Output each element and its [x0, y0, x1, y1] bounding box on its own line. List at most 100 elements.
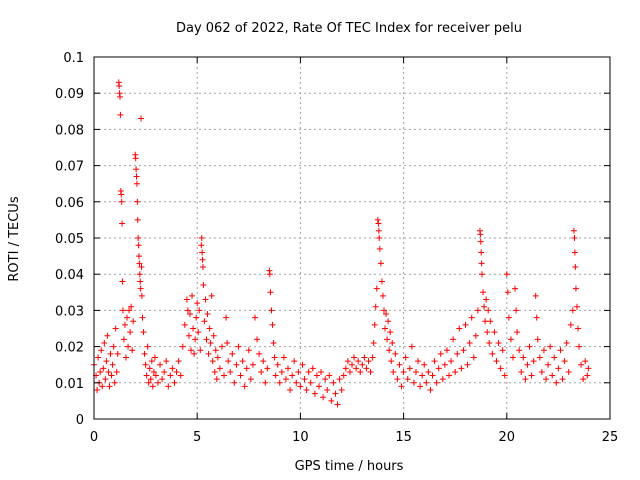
data-point	[425, 368, 432, 375]
data-point	[138, 115, 145, 122]
data-point	[154, 379, 161, 386]
data-point	[392, 350, 399, 357]
y-tick-label: 0	[76, 413, 84, 428]
data-point	[149, 383, 156, 390]
data-point	[235, 343, 242, 350]
data-point	[571, 249, 578, 256]
data-point	[207, 339, 214, 346]
data-point	[198, 242, 205, 249]
data-point	[303, 387, 310, 394]
data-point	[128, 303, 135, 310]
data-point	[177, 372, 184, 379]
data-point	[507, 336, 514, 343]
data-point	[181, 321, 188, 328]
data-point	[133, 173, 140, 180]
data-point	[212, 347, 219, 354]
data-point	[540, 347, 547, 354]
data-point	[572, 263, 579, 270]
data-point	[516, 347, 523, 354]
data-point	[543, 376, 550, 383]
data-point	[120, 336, 127, 343]
x-tick-label: 10	[292, 430, 309, 445]
data-point	[512, 285, 519, 292]
data-point	[532, 292, 539, 299]
data-point	[363, 365, 370, 372]
data-point	[245, 347, 252, 354]
data-point	[157, 361, 164, 368]
data-point	[94, 387, 101, 394]
data-point	[557, 347, 564, 354]
data-point	[322, 376, 329, 383]
data-point	[289, 372, 296, 379]
data-point	[485, 307, 492, 314]
data-point	[135, 242, 142, 249]
data-point	[137, 285, 144, 292]
data-point	[175, 358, 182, 365]
data-point	[374, 216, 381, 223]
data-point	[199, 249, 206, 256]
data-point	[282, 376, 289, 383]
data-point	[526, 343, 533, 350]
data-point	[98, 347, 105, 354]
data-point	[203, 336, 210, 343]
data-point	[272, 372, 279, 379]
y-tick-labels: 0 0.01 0.02 0.03 0.04 0.05 0.06 0.07 0.08 0.09 0.1	[55, 51, 84, 428]
data-point	[125, 343, 132, 350]
data-point	[402, 354, 409, 361]
data-point	[119, 307, 126, 314]
data-point	[241, 383, 248, 390]
data-point	[410, 379, 417, 386]
data-point	[134, 198, 141, 205]
data-point	[145, 379, 152, 386]
data-point	[274, 361, 281, 368]
data-point	[483, 296, 490, 303]
grid-lines	[94, 57, 610, 419]
data-point	[101, 339, 108, 346]
y-tick-label: 0.04	[55, 268, 84, 283]
data-point	[493, 358, 500, 365]
data-point	[237, 372, 244, 379]
data-point	[565, 368, 572, 375]
data-point	[390, 368, 397, 375]
y-axis-label: ROTI / TECUs	[7, 196, 22, 281]
data-point	[396, 361, 403, 368]
data-point	[478, 260, 485, 267]
data-point	[450, 336, 457, 343]
data-point	[404, 376, 411, 383]
data-point	[297, 383, 304, 390]
data-point	[121, 321, 128, 328]
data-point	[324, 387, 331, 394]
data-point	[224, 339, 231, 346]
data-point	[118, 191, 125, 198]
data-point	[330, 379, 337, 386]
data-point	[482, 318, 489, 325]
data-point	[136, 271, 143, 278]
y-tick-label: 0.09	[55, 87, 84, 102]
data-point	[375, 227, 382, 234]
data-point	[200, 282, 207, 289]
data-point	[376, 235, 383, 241]
data-point	[454, 350, 461, 357]
data-point	[555, 365, 562, 372]
data-point	[276, 379, 283, 386]
data-point	[446, 372, 453, 379]
data-point	[267, 289, 274, 296]
data-point	[100, 365, 107, 372]
data-point	[258, 368, 265, 375]
data-point	[549, 372, 556, 379]
y-tick-label: 0.01	[55, 377, 84, 392]
data-point	[142, 361, 149, 368]
data-point	[338, 387, 345, 394]
data-point	[419, 372, 426, 379]
data-point	[114, 350, 121, 357]
data-point	[285, 365, 292, 372]
data-point	[495, 339, 502, 346]
data-point	[301, 376, 308, 383]
data-point	[487, 318, 494, 325]
data-point	[369, 354, 376, 361]
data-point	[372, 303, 379, 310]
y-tick-label: 0.06	[55, 196, 84, 211]
data-point	[231, 379, 238, 386]
data-point	[295, 368, 302, 375]
data-point	[137, 278, 144, 285]
